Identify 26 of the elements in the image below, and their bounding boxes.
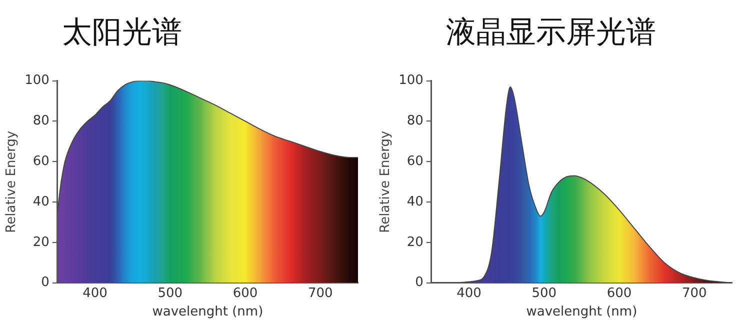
- y-tick-label: 100: [398, 73, 424, 88]
- y-tick-label: 80: [32, 114, 50, 129]
- x-tick-label: 500: [532, 286, 557, 301]
- y-axis-title: Relative Energy: [4, 130, 20, 233]
- y-tick-label: 0: [41, 275, 50, 290]
- y-tick-label: 0: [415, 275, 424, 290]
- x-tick-label: 400: [82, 286, 108, 301]
- x-tick-label: 400: [456, 286, 482, 301]
- y-tick-label: 20: [32, 234, 50, 250]
- y-tick-label: 60: [32, 154, 50, 169]
- x-tick-label: 500: [158, 286, 183, 301]
- y-tick-label: 60: [406, 154, 424, 169]
- y-tick-label: 20: [406, 234, 424, 250]
- y-tick-label: 40: [406, 194, 424, 210]
- y-tick-label: 100: [24, 73, 50, 88]
- x-axis-title: wavelenght (nm): [152, 304, 264, 320]
- y-tick-label: 80: [406, 114, 424, 129]
- y-tick-label: 40: [32, 194, 50, 210]
- chart-title: 液晶显示屏光谱: [446, 14, 656, 52]
- chart-title: 太阳光谱: [62, 14, 182, 52]
- x-tick-label: 700: [682, 286, 707, 301]
- x-axis-title: wavelenght (nm): [526, 304, 638, 320]
- x-tick-label: 700: [308, 286, 333, 301]
- x-tick-label: 600: [232, 286, 258, 301]
- x-tick-label: 600: [606, 286, 632, 301]
- y-axis-title: Relative Energy: [378, 130, 394, 233]
